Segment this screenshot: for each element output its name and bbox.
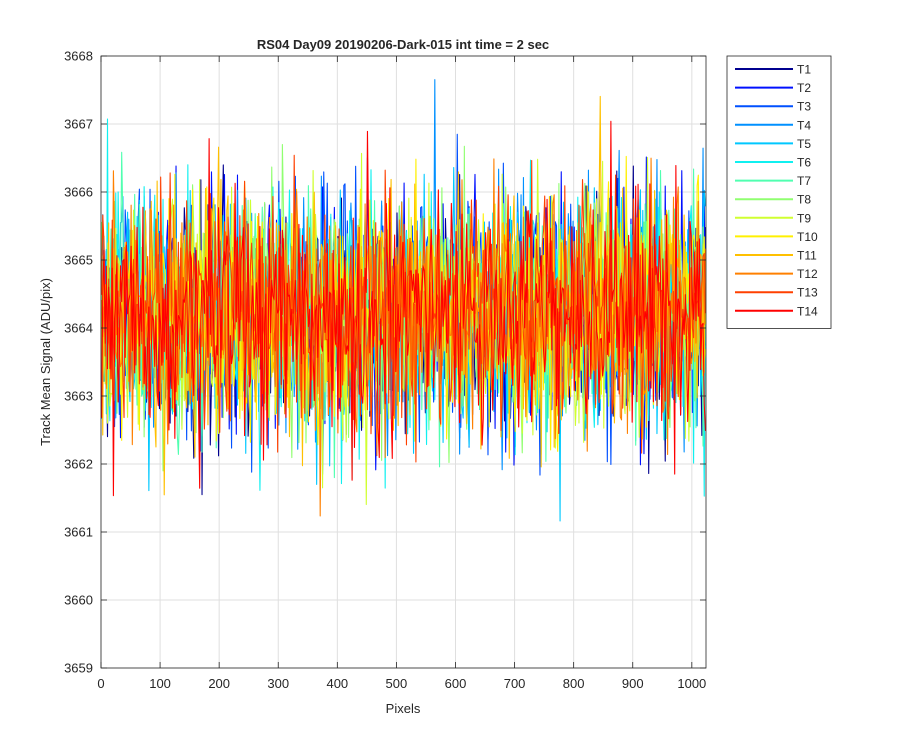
- x-tick-label: 600: [445, 676, 467, 691]
- y-tick-label: 3667: [64, 117, 93, 132]
- legend-label-t11: T11: [797, 249, 817, 263]
- legend-label-t4: T4: [797, 118, 811, 132]
- x-tick-label: 200: [208, 676, 230, 691]
- x-tick-label: 400: [326, 676, 348, 691]
- series-lines: [101, 79, 706, 522]
- series-line-t14: [101, 120, 706, 497]
- y-tick-label: 3663: [64, 389, 93, 404]
- legend-label-t6: T6: [797, 156, 811, 170]
- legend-label-t13: T13: [797, 286, 818, 300]
- y-tick-label: 3660: [64, 593, 93, 608]
- y-tick-label: 3665: [64, 253, 93, 268]
- x-tick-label: 300: [267, 676, 289, 691]
- x-tick-label: 900: [622, 676, 644, 691]
- y-tick-label: 3661: [64, 525, 93, 540]
- x-tick-label: 100: [149, 676, 171, 691]
- chart-title: RS04 Day09 20190206-Dark-015 int time = …: [257, 37, 549, 52]
- legend-label-t10: T10: [797, 230, 818, 244]
- legend-label-t8: T8: [797, 193, 811, 207]
- axis-ticks: 0 100 200 300 400 500 600 700 800 900 1000 3659 3660…: [64, 49, 706, 692]
- y-tick-label: 3668: [64, 49, 93, 64]
- legend-label-t2: T2: [797, 81, 811, 95]
- x-tick-label: 1000: [677, 676, 706, 691]
- legend-label-t1: T1: [797, 63, 811, 77]
- legend-label-t12: T12: [797, 267, 818, 281]
- x-tick-label: 800: [563, 676, 585, 691]
- legend-label-t3: T3: [797, 100, 811, 114]
- y-tick-label: 3666: [64, 185, 93, 200]
- x-tick-label: 0: [97, 676, 104, 691]
- x-tick-label: 500: [386, 676, 408, 691]
- legend: T1 T2 T3 T4 T5 T6 T7 T8 T9 T10 T11 T12 T13 T14: [726, 55, 832, 329]
- legend-label-t14: T14: [797, 304, 818, 318]
- legend-box: [726, 55, 832, 329]
- legend-label-t7: T7: [797, 174, 811, 188]
- x-axis-label: Pixels: [386, 701, 421, 716]
- x-tick-label: 700: [504, 676, 526, 691]
- legend-label-t5: T5: [797, 137, 811, 151]
- plot-frame: [100, 55, 707, 669]
- y-axis-label: Track Mean Signal (ADU/pix): [38, 278, 53, 446]
- y-tick-label: 3664: [64, 321, 93, 336]
- legend-label-t9: T9: [797, 211, 811, 225]
- y-tick-label: 3659: [64, 661, 93, 676]
- y-tick-label: 3662: [64, 457, 93, 472]
